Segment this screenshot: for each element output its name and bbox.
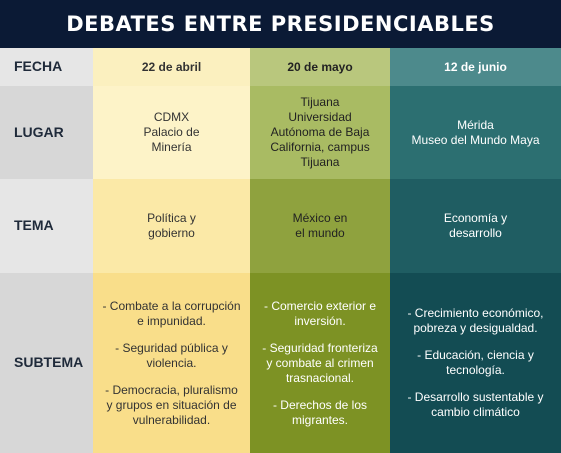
subtema-item: - Educación, ciencia y tecnología. <box>417 348 534 377</box>
subtema-item: - Combate a la corrupción e impunidad. <box>102 298 241 328</box>
subtema-cell-1: - Combate a la corrupción e impunidad. -… <box>93 273 250 453</box>
subtema-item: - Derechos de los migrantes. <box>272 397 368 427</box>
date-header-3: 12 de junio <box>390 48 561 86</box>
title-bar: DEBATES ENTRE PRESIDENCIABLES <box>0 0 561 48</box>
page-title: DEBATES ENTRE PRESIDENCIABLES <box>66 12 495 36</box>
row-label-subtema: SUBTEMA <box>0 273 93 453</box>
lugar-cell-2: Tijuana Universidad Autónoma de Baja Cal… <box>250 86 390 179</box>
subtema-cell-3: - Crecimiento económico, pobreza y desig… <box>390 273 561 453</box>
row-label-lugar: LUGAR <box>0 86 93 179</box>
lugar-cell-3: Mérida Museo del Mundo Maya <box>390 86 561 179</box>
subtema-item: - Seguridad pública y violencia. <box>115 340 228 370</box>
subtema-item: - Democracia, pluralismo y grupos en sit… <box>105 382 238 427</box>
lugar-cell-1: CDMX Palacio de Minería <box>93 86 250 179</box>
tema-cell-2: México en el mundo <box>250 179 390 273</box>
subtema-item: - Desarrollo sustentable y cambio climát… <box>407 390 544 419</box>
row-label-tema: TEMA <box>0 179 93 273</box>
subtema-item: - Seguridad fronteriza y combate al crim… <box>262 340 378 385</box>
date-header-2: 20 de mayo <box>250 48 390 86</box>
debates-table: FECHA 22 de abril 20 de mayo 12 de junio… <box>0 48 561 453</box>
tema-cell-3: Economía y desarrollo <box>390 179 561 273</box>
subtema-item: - Crecimiento económico, pobreza y desig… <box>407 306 544 335</box>
subtema-item: - Comercio exterior e inversión. <box>263 298 377 328</box>
date-header-1: 22 de abril <box>93 48 250 86</box>
tema-cell-1: Política y gobierno <box>93 179 250 273</box>
subtema-cell-2: - Comercio exterior e inversión. - Segur… <box>250 273 390 453</box>
row-label-fecha: FECHA <box>0 48 93 86</box>
